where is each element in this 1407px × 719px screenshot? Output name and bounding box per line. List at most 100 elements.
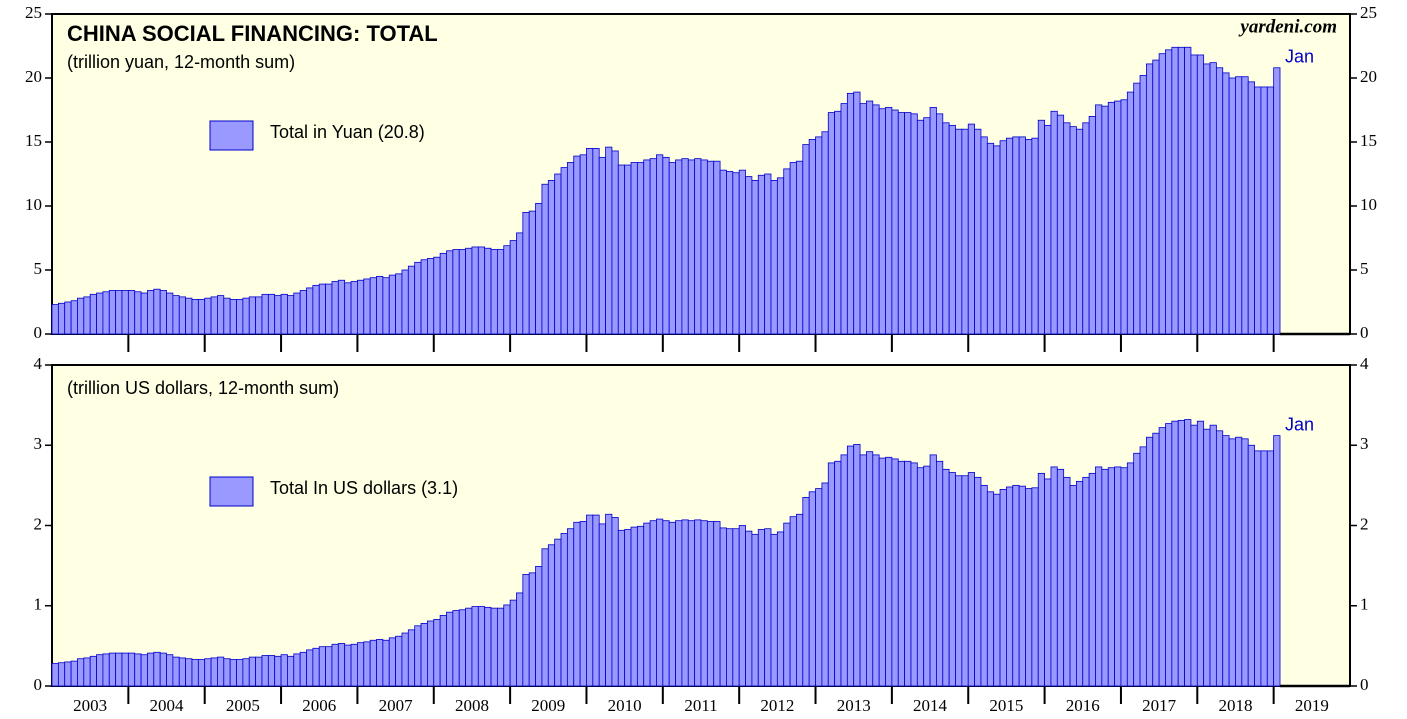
bar (1139, 75, 1147, 335)
bar (1095, 104, 1103, 335)
bar (866, 100, 874, 335)
bar (1095, 466, 1103, 687)
y-tick-label: 0 (34, 323, 43, 342)
bar (83, 657, 91, 687)
bar (420, 259, 428, 335)
bar (611, 150, 619, 335)
bar (1145, 63, 1154, 335)
bar (477, 246, 486, 335)
chart-title: CHINA SOCIAL FINANCING: TOTAL (67, 21, 438, 46)
bar (719, 169, 727, 335)
bar (872, 104, 880, 335)
bar (522, 211, 530, 335)
bar (1025, 139, 1033, 335)
bar (993, 493, 1001, 687)
bar (719, 527, 727, 687)
bar (796, 160, 804, 335)
bar (318, 283, 326, 335)
bar (1171, 46, 1179, 335)
bar (713, 160, 721, 335)
bar (815, 136, 823, 335)
bar (547, 544, 556, 687)
bar (471, 606, 479, 687)
bar (1101, 468, 1109, 687)
bar (1152, 432, 1160, 687)
bar (191, 659, 199, 687)
bar (293, 653, 301, 687)
bar (732, 172, 740, 335)
bar (630, 526, 638, 687)
bar (1158, 427, 1166, 687)
bar (904, 460, 912, 687)
bar (853, 91, 861, 335)
bar (1088, 472, 1096, 687)
bar (713, 521, 721, 687)
y-tick-label: 0 (1360, 323, 1369, 342)
legend-label: Total In US dollars (3.1) (270, 478, 458, 498)
bar (427, 620, 435, 687)
bar (573, 521, 581, 687)
y-tick-label: 20 (25, 67, 42, 86)
bar (999, 140, 1007, 335)
bar (382, 639, 390, 687)
bar (999, 488, 1007, 687)
bar (598, 156, 606, 335)
bar (1260, 450, 1268, 687)
bar (516, 592, 524, 687)
bar (376, 275, 384, 335)
bar (586, 514, 594, 687)
bar (668, 521, 676, 687)
bar (1165, 49, 1173, 335)
bar (1069, 484, 1077, 687)
annotation: Jan (1285, 47, 1314, 67)
bar (897, 460, 906, 687)
bar (605, 146, 613, 335)
y-tick-label: 2 (1360, 514, 1369, 533)
bar (433, 256, 441, 335)
bar (274, 295, 282, 335)
bar (802, 497, 810, 687)
bar (573, 155, 581, 335)
bar (751, 533, 759, 687)
bar (1266, 450, 1275, 687)
bar (1082, 122, 1090, 335)
bar (1177, 46, 1185, 335)
bar (948, 124, 956, 335)
bar (96, 292, 104, 335)
bar (401, 632, 409, 687)
bar (936, 113, 944, 335)
bar (57, 662, 66, 687)
bar (1247, 81, 1255, 335)
bar (821, 482, 829, 687)
bar (535, 566, 543, 687)
bar (1018, 136, 1026, 335)
bar (229, 299, 237, 335)
bar (986, 491, 995, 687)
bar (153, 288, 161, 335)
bar (770, 179, 778, 335)
bar (974, 476, 982, 687)
bar (1190, 54, 1198, 335)
bar (808, 491, 816, 687)
bar (293, 292, 301, 335)
bar (1037, 472, 1045, 687)
bar (853, 444, 861, 687)
bar (732, 528, 740, 687)
bar (866, 451, 874, 687)
bar (872, 454, 880, 687)
bar (496, 607, 505, 687)
bar (102, 291, 110, 335)
bar (942, 468, 950, 687)
bar (859, 103, 867, 335)
bar (242, 658, 250, 687)
bar (757, 174, 766, 335)
bar (236, 299, 244, 335)
bar (1158, 53, 1166, 335)
bar (236, 659, 244, 687)
bar (465, 247, 473, 335)
bar (745, 530, 753, 687)
bar (503, 245, 511, 335)
y-tick-label: 0 (1360, 675, 1369, 694)
bar (204, 658, 212, 687)
bar (337, 279, 346, 335)
